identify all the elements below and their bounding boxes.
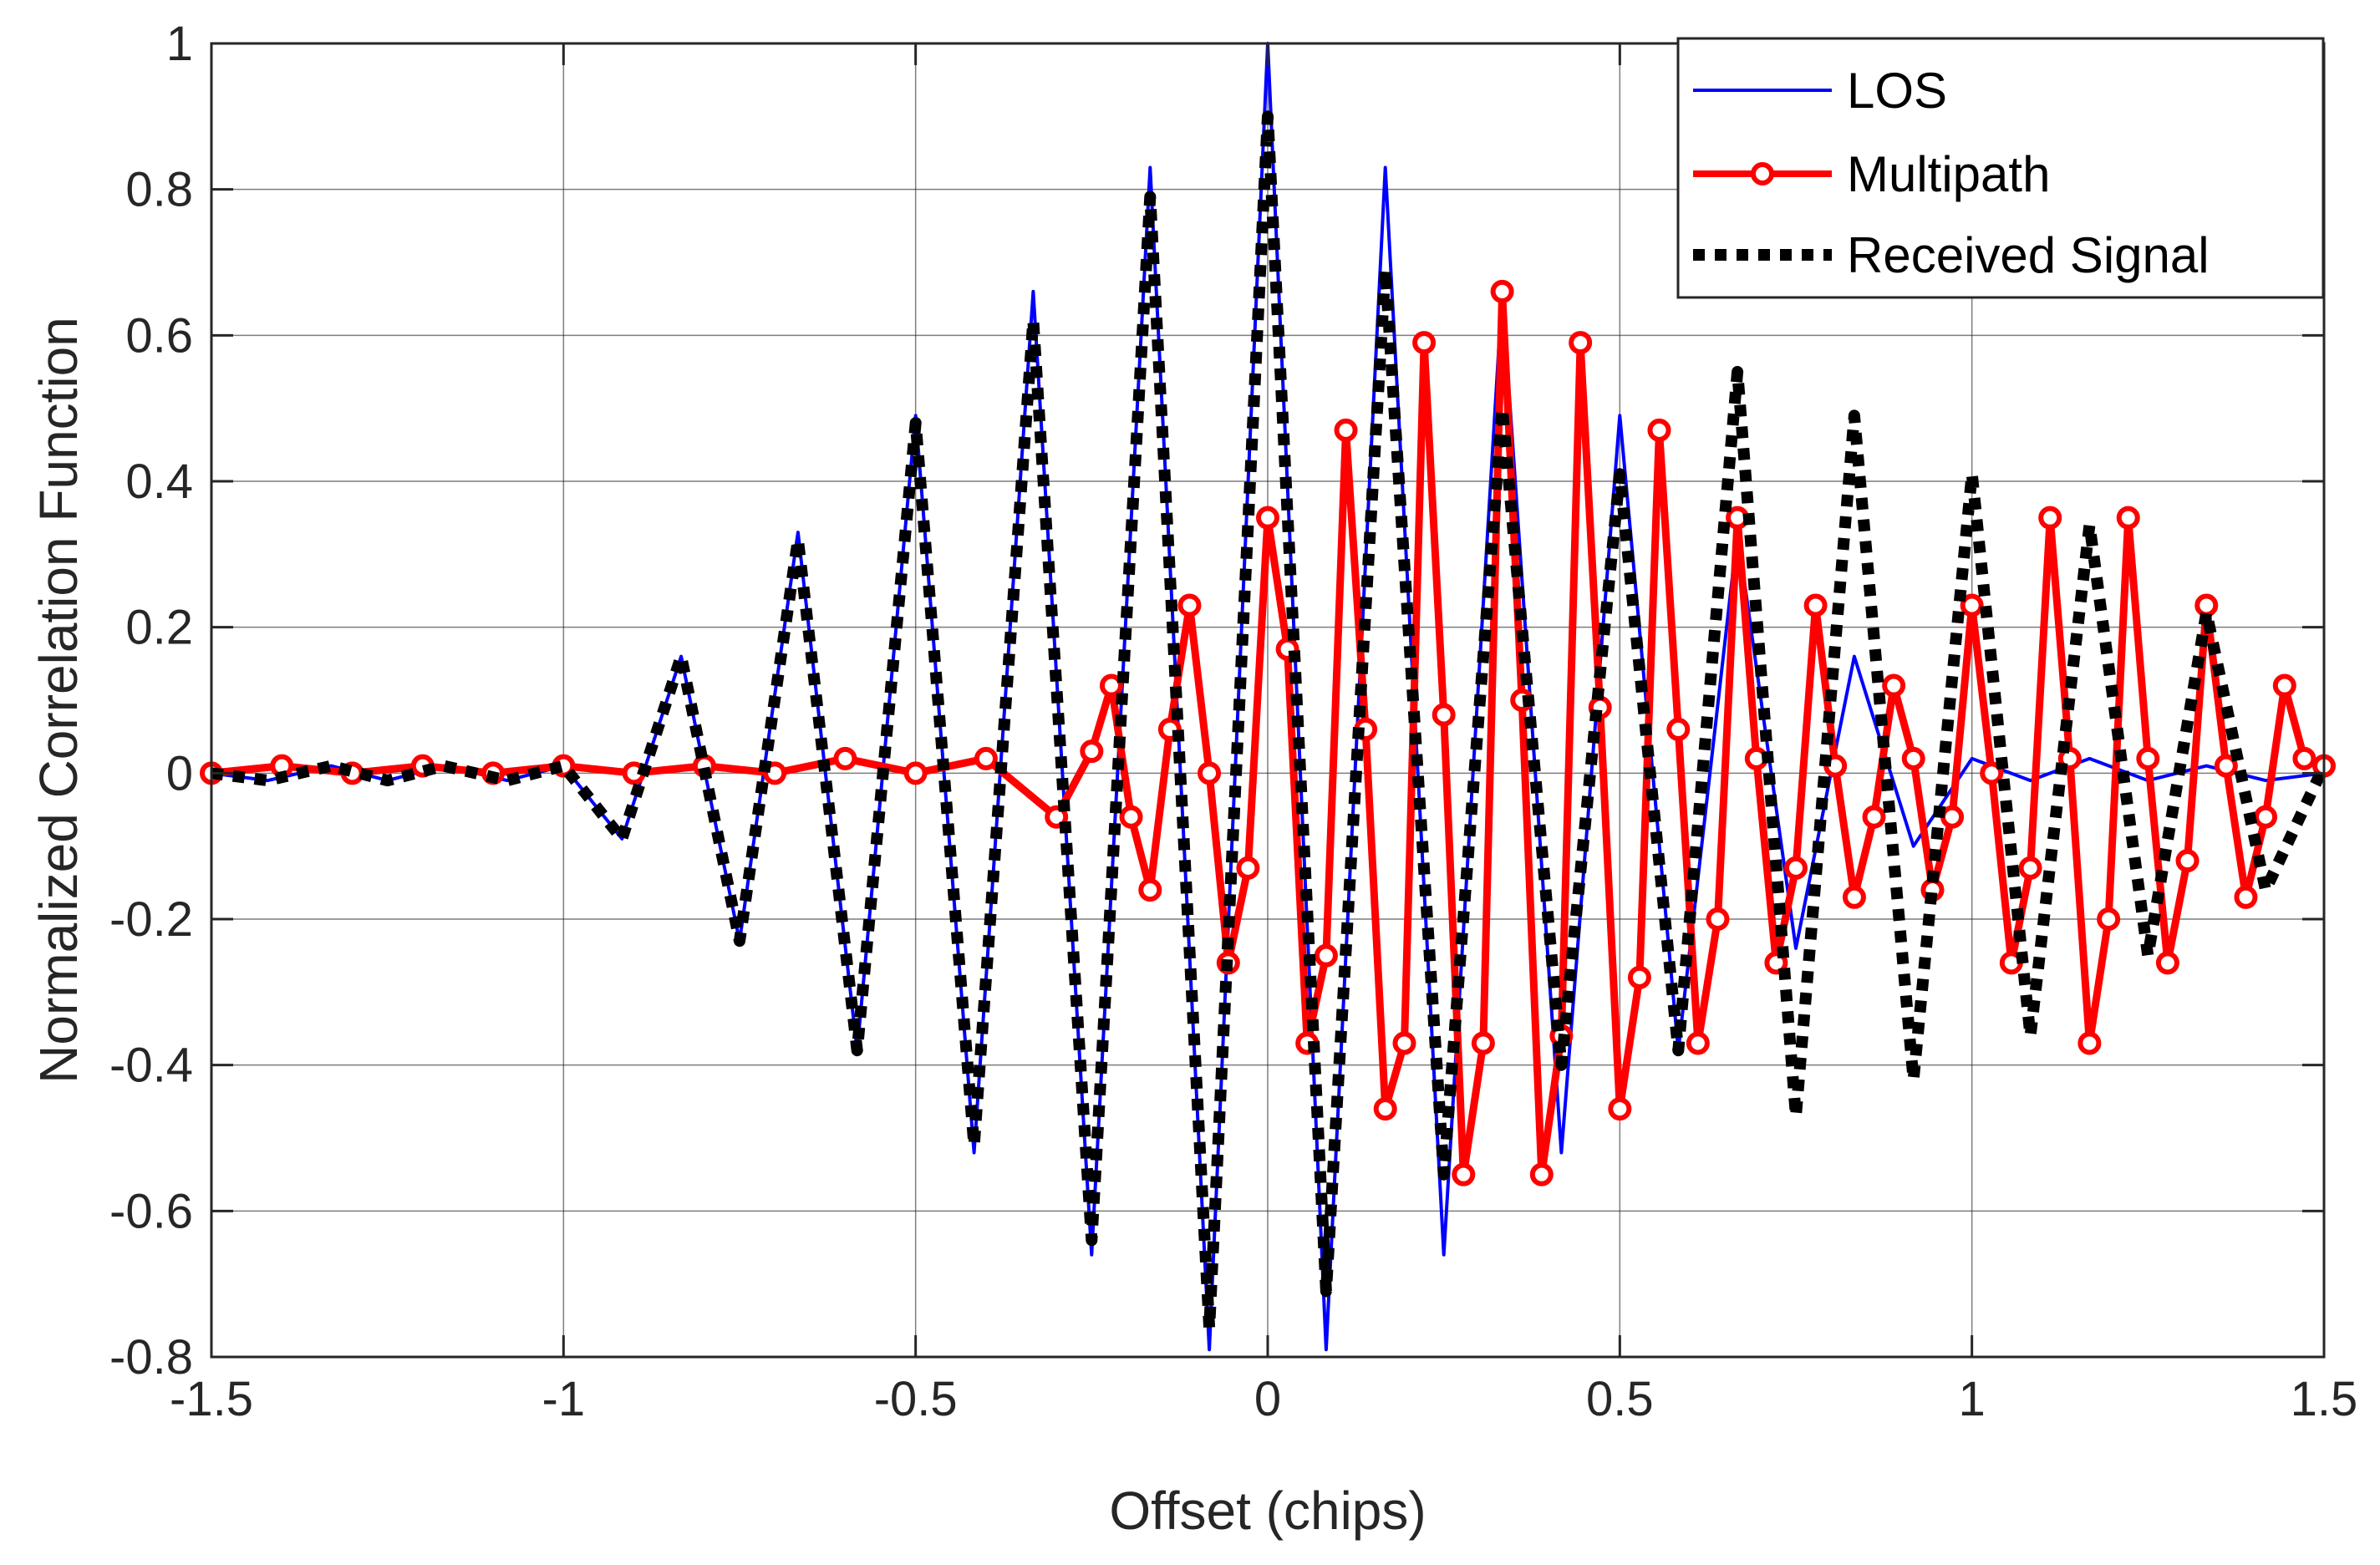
multipath-point [1045, 805, 1069, 829]
multipath-point [1529, 1162, 1554, 1186]
y-axis-label: Normalized Correlation Function [28, 317, 89, 1084]
y-tick-label: -0.4 [109, 1039, 193, 1093]
multipath-point [2097, 907, 2121, 931]
multipath-point [2272, 673, 2296, 698]
multipath-point [1803, 593, 1828, 617]
x-tick-label: -1.5 [170, 1372, 253, 1426]
legend-label-los: LOS [1847, 63, 1947, 119]
multipath-point [1784, 856, 1808, 880]
multipath-point [833, 746, 857, 770]
multipath-point [903, 761, 928, 785]
multipath-point [1842, 885, 1866, 909]
legend-label-received: Received Signal [1847, 227, 2210, 283]
multipath-point [1392, 1031, 1416, 1055]
multipath-point [1236, 856, 1260, 880]
legend-marker-multipath [1751, 162, 1774, 185]
y-tick-label: 0 [166, 746, 193, 800]
tick-label-layer: -1.5 -1 -0.5 0 0.5 1 1.5 -0.8 -0.6 -0.4 -0.2 0 0.2 0.… [109, 17, 2357, 1426]
multipath-point [1198, 761, 1222, 785]
multipath-point [2175, 849, 2199, 873]
y-tick-label: 1 [166, 17, 193, 71]
y-tick-label: -0.8 [109, 1330, 193, 1385]
series-line-received-signal [211, 110, 2330, 1334]
y-tick-label: 0.2 [125, 601, 193, 655]
multipath-point [1647, 418, 1671, 442]
multipath-point [1334, 418, 1358, 442]
x-tick-label: -1 [542, 1372, 586, 1426]
legend: LOS Multipath Received Signal [1676, 37, 2325, 299]
multipath-point [2234, 885, 2258, 909]
multipath-point [1686, 1031, 1710, 1055]
multipath-point [1569, 331, 1593, 355]
multipath-point [1940, 805, 1965, 829]
multipath-point [1627, 965, 1651, 989]
multipath-point [1882, 673, 1906, 698]
legend-label-multipath: Multipath [1847, 146, 2050, 202]
multipath-point [1452, 1162, 1476, 1186]
multipath-point [2057, 746, 2082, 770]
multipath-point [2116, 506, 2140, 530]
multipath-point [1177, 593, 1202, 617]
multipath-point [2292, 746, 2316, 770]
y-tick-label: 0.8 [125, 163, 193, 217]
y-tick-label: 0.4 [125, 455, 193, 509]
multipath-point [1471, 1031, 1495, 1055]
x-tick-label: 1.5 [2291, 1372, 2358, 1426]
y-tick-label: -0.2 [109, 892, 193, 947]
multipath-point [2038, 506, 2062, 530]
multipath-point [1706, 907, 1730, 931]
multipath-point [1080, 739, 1104, 764]
multipath-point [1980, 761, 2004, 785]
multipath-point [1412, 331, 1437, 355]
x-tick-label: -0.5 [874, 1372, 958, 1426]
multipath-point [1256, 506, 1279, 530]
x-axis-label: Offset (chips) [1109, 1481, 1426, 1541]
multipath-point [2155, 951, 2179, 975]
x-tick-label: 0 [1254, 1372, 1281, 1426]
y-tick-label: 0.6 [125, 308, 193, 363]
multipath-point [1119, 805, 1143, 829]
multipath-point [1099, 673, 1123, 698]
multipath-point [2136, 746, 2160, 770]
multipath-point [1764, 951, 1788, 975]
multipath-point [2018, 856, 2042, 880]
multipath-point [1960, 593, 1984, 617]
y-tick-label: -0.6 [109, 1184, 193, 1238]
multipath-point [2254, 805, 2278, 829]
multipath-point [1432, 703, 1456, 727]
multipath-point [1666, 717, 1691, 741]
x-tick-label: 1 [1959, 1372, 1986, 1426]
multipath-point [1373, 1097, 1397, 1121]
x-tick-label: 0.5 [1586, 1372, 1654, 1426]
multipath-point [1490, 279, 1514, 303]
multipath-point [2194, 593, 2219, 617]
multipath-point [2077, 1031, 2102, 1055]
multipath-point [974, 746, 998, 770]
multipath-point [1901, 746, 1925, 770]
multipath-point [1862, 805, 1886, 829]
multipath-point [1314, 943, 1338, 968]
multipath-point [2214, 754, 2238, 778]
multipath-point [1138, 878, 1162, 902]
multipath-point [1608, 1097, 1632, 1121]
